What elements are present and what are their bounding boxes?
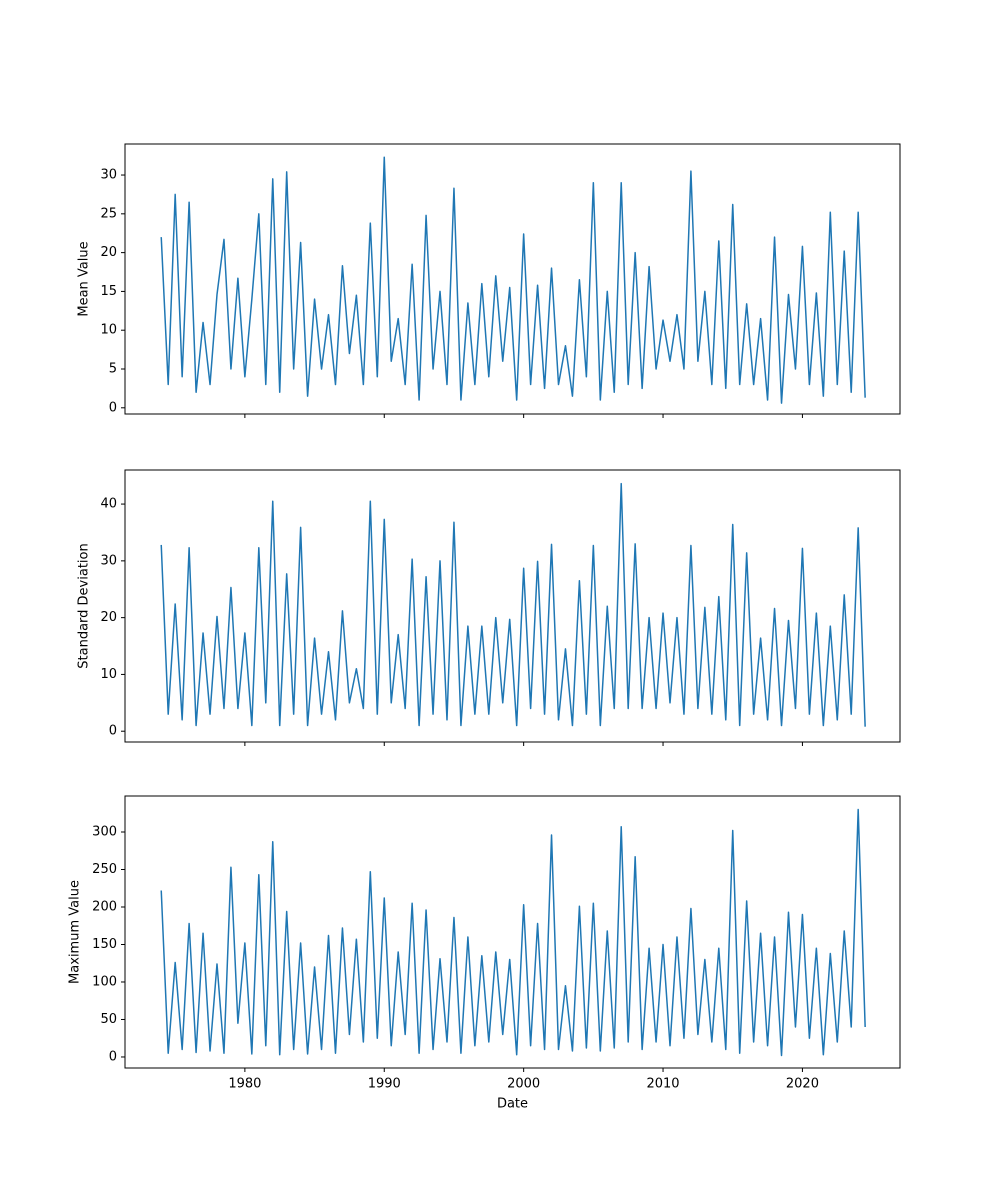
x-tick-label: 2000 [507, 1077, 540, 1092]
y-tick-label: 0 [109, 1049, 117, 1064]
y-tick-label: 10 [100, 323, 117, 338]
y-tick-label: 0 [109, 724, 117, 739]
y-tick-label: 200 [92, 899, 117, 914]
x-tick-label: 1980 [228, 1077, 261, 1092]
y-tick-label: 50 [100, 1012, 117, 1027]
x-axis-label: Date [497, 1097, 528, 1112]
axes-frame [124, 469, 901, 743]
y-tick-label: 150 [92, 937, 117, 952]
y-tick-label: 100 [92, 974, 117, 989]
y-axis-label: Mean Value [77, 241, 92, 316]
y-tick-label: 15 [100, 284, 117, 299]
data-line [160, 482, 866, 727]
y-tick-label: 0 [109, 400, 117, 415]
y-tick-label: 40 [100, 497, 117, 512]
axes-frame [124, 795, 901, 1069]
x-tick-label: 2010 [646, 1077, 679, 1092]
y-tick-label: 30 [100, 168, 117, 183]
y-axis-label: Maximum Value [68, 880, 83, 984]
y-axis-label: Standard Deviation [77, 543, 92, 668]
axes-frame [124, 143, 901, 415]
y-tick-label: 250 [92, 862, 117, 877]
x-tick-label: 1990 [368, 1077, 401, 1092]
data-line [160, 156, 866, 404]
data-line [160, 808, 866, 1057]
y-tick-label: 5 [109, 362, 117, 377]
y-tick-label: 25 [100, 206, 117, 221]
x-tick-label: 2020 [786, 1077, 819, 1092]
y-tick-label: 300 [92, 824, 117, 839]
y-tick-label: 30 [100, 553, 117, 568]
y-tick-label: 20 [100, 245, 117, 260]
y-tick-label: 10 [100, 667, 117, 682]
y-tick-label: 20 [100, 610, 117, 625]
